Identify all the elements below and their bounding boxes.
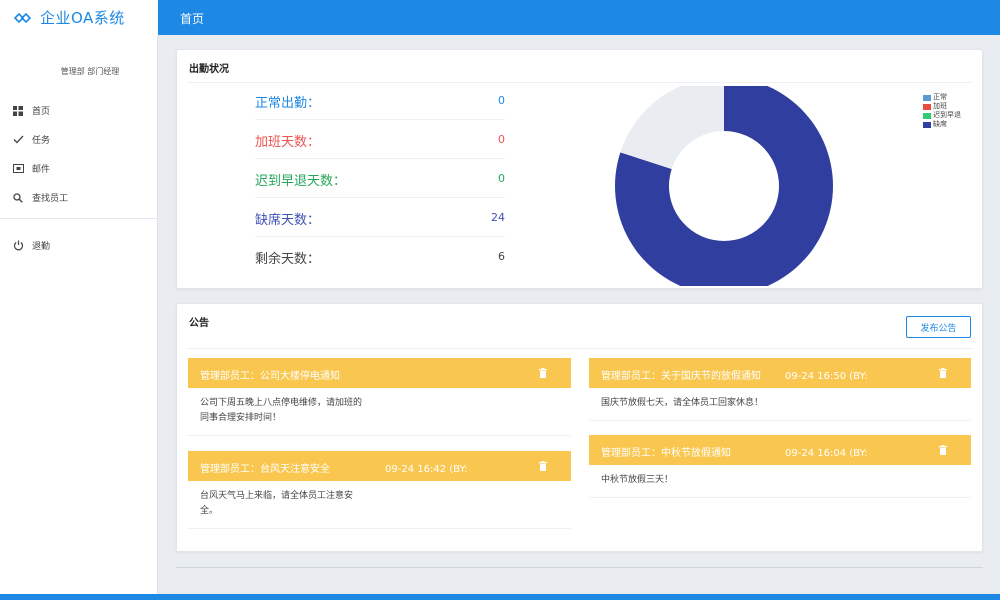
stat-row-late: 迟到早退天数： 0 <box>255 159 505 198</box>
stat-value: 0 <box>498 133 505 146</box>
stat-row-overtime: 加班天数： 0 <box>255 120 505 159</box>
notice-body-line: 国庆节放假七天，请全体员工回家休息！ <box>601 398 764 408</box>
sidebar-item-label: 查找员工 <box>32 194 69 204</box>
legend-swatch <box>923 94 931 101</box>
attendance-title: 出勤状况 <box>189 64 229 75</box>
sidebar-item-label: 任务 <box>32 136 51 146</box>
sidebar-nav: 首页 任务 邮件 查找员工 <box>0 96 158 212</box>
stat-label: 加班天数： <box>255 135 321 150</box>
sidebar-item-logout[interactable]: 退勤 <box>0 231 158 260</box>
sidebar-nav-secondary: 退勤 <box>0 231 158 260</box>
stat-value: 24 <box>491 211 505 224</box>
user-role: 管理部 部门经理 <box>60 67 120 76</box>
legend-label: 缺席 <box>933 120 947 128</box>
notice-body-line: 公司下周五晚上八点停电维修，请加班的 <box>200 398 363 408</box>
stat-row-normal: 正常出勤： 0 <box>255 81 505 120</box>
stat-label: 正常出勤： <box>255 96 321 111</box>
chart-legend: 正常 加班 迟到早退 缺席 <box>923 93 961 129</box>
legend-swatch <box>923 112 931 119</box>
sidebar-divider <box>0 218 158 219</box>
donut-slice-缺席 <box>615 86 833 286</box>
app-title: 企业OA系统 <box>40 9 125 27</box>
mail-icon <box>12 163 24 175</box>
page-title: 首页 <box>180 12 205 26</box>
stat-value: 6 <box>498 250 505 263</box>
legend-item[interactable]: 缺席 <box>923 120 961 129</box>
footer-divider <box>176 567 983 568</box>
legend-label: 加班 <box>933 102 947 110</box>
notice-title: 管理部员工：公司大楼停电通知 <box>200 371 340 382</box>
stat-label: 迟到早退天数： <box>255 174 347 189</box>
notice-title: 管理部员工：中秋节放假通知 <box>601 448 731 459</box>
trash-icon[interactable] <box>538 461 548 471</box>
stat-row-absent: 缺席天数： 24 <box>255 198 505 237</box>
notice-body: 国庆节放假七天，请全体员工回家休息！ <box>589 388 971 421</box>
legend-label: 迟到早退 <box>933 111 961 119</box>
donut-slice-remaining <box>620 86 724 170</box>
legend-swatch <box>923 103 931 110</box>
logo-icon <box>14 12 32 23</box>
divider <box>187 348 972 349</box>
search-icon <box>12 192 24 204</box>
check-icon <box>12 134 24 146</box>
trash-icon[interactable] <box>538 368 548 378</box>
dashboard-icon <box>12 105 24 117</box>
top-bar <box>0 0 1000 35</box>
footer-bar <box>0 594 1000 600</box>
notice-header[interactable]: 管理部员工：公司大楼停电通知 <box>188 358 571 388</box>
sidebar: 管理部 部门经理 首页 任务 邮件 查找员工 <box>0 35 158 600</box>
publish-notice-button[interactable]: 发布公告 <box>906 316 971 338</box>
legend-label: 正常 <box>933 93 947 101</box>
legend-swatch <box>923 121 931 128</box>
notice-body-line: 中秋节放假三天！ <box>601 475 674 485</box>
notices-title: 公告 <box>189 318 209 329</box>
notice-title: 管理部员工：台风天注意安全 <box>200 464 330 475</box>
sidebar-item-label: 邮件 <box>32 165 51 175</box>
notice-body-line: 同事合理安排时间！ <box>200 413 282 423</box>
notice-date: 09-24 16:50 (BY: <box>785 371 868 382</box>
attendance-donut-chart <box>615 86 833 286</box>
sidebar-item-label: 退勤 <box>32 242 51 252</box>
notice-body: 台风天气马上来临，请全体员工注意安 全。 <box>188 481 571 529</box>
notices-panel: 公告 发布公告 管理部员工：公司大楼停电通知 公司下周五晚上八点停电维修，请加班… <box>176 303 983 552</box>
notice-header[interactable]: 管理部员工：中秋节放假通知 09-24 16:04 (BY: <box>589 435 971 465</box>
trash-icon[interactable] <box>938 445 948 455</box>
notice-body: 公司下周五晚上八点停电维修，请加班的 同事合理安排时间！ <box>188 388 571 436</box>
brand[interactable]: 企业OA系统 <box>0 0 158 35</box>
legend-item[interactable]: 迟到早退 <box>923 111 961 120</box>
notice-header[interactable]: 管理部员工：台风天注意安全 09-24 16:42 (BY: <box>188 451 571 481</box>
legend-item[interactable]: 正常 <box>923 93 961 102</box>
stat-row-remaining: 剩余天数： 6 <box>255 237 505 276</box>
notice-date: 09-24 16:04 (BY: <box>785 448 868 459</box>
divider <box>187 82 972 83</box>
stat-label: 缺席天数： <box>255 213 321 228</box>
sidebar-item-label: 首页 <box>32 107 51 117</box>
notice-title: 管理部员工：关于国庆节的放假通知 <box>601 371 761 382</box>
trash-icon[interactable] <box>938 368 948 378</box>
stat-value: 0 <box>498 172 505 185</box>
sidebar-item-find-staff[interactable]: 查找员工 <box>0 183 158 212</box>
stat-value: 0 <box>498 94 505 107</box>
notice-date: 09-24 16:42 (BY: <box>385 464 468 475</box>
notice-body-line: 台风天气马上来临，请全体员工注意安 <box>200 491 354 501</box>
sidebar-item-tasks[interactable]: 任务 <box>0 125 158 154</box>
sidebar-item-home[interactable]: 首页 <box>0 96 158 125</box>
notice-header[interactable]: 管理部员工：关于国庆节的放假通知 09-24 16:50 (BY: <box>589 358 971 388</box>
stat-label: 剩余天数： <box>255 252 321 267</box>
notice-body: 中秋节放假三天！ <box>589 465 971 498</box>
legend-item[interactable]: 加班 <box>923 102 961 111</box>
power-icon <box>12 240 24 252</box>
sidebar-item-mail[interactable]: 邮件 <box>0 154 158 183</box>
attendance-panel: 出勤状况 正常出勤： 0 加班天数： 0 迟到早退天数： 0 缺席天数： 24 … <box>176 49 983 289</box>
notice-body-line: 全。 <box>200 506 219 516</box>
